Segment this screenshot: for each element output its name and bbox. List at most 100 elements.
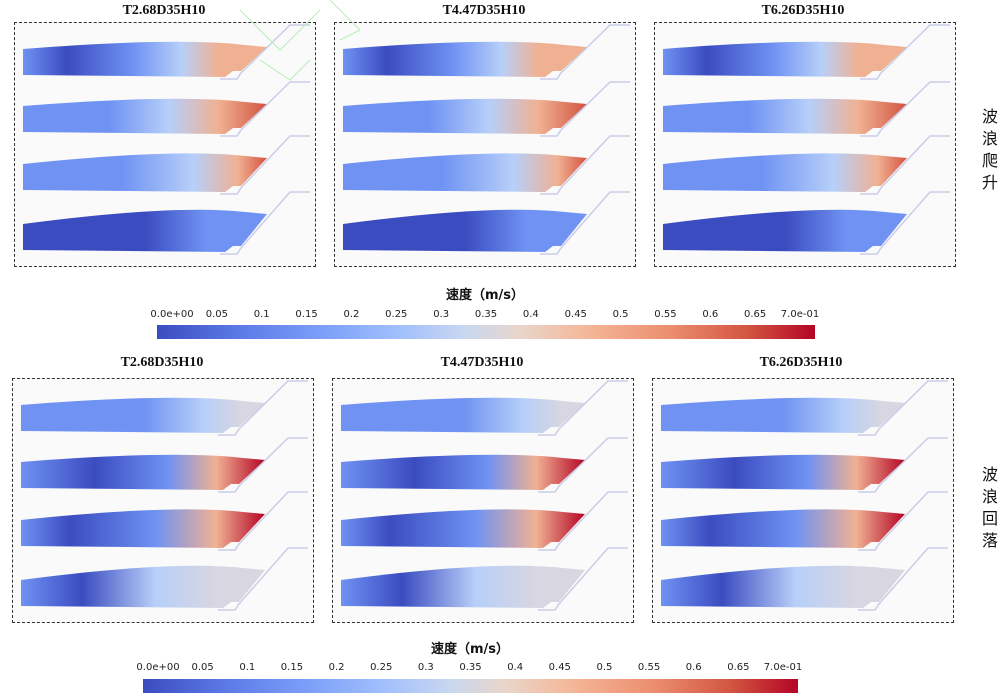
water-profile [23, 209, 267, 252]
colorbar-tick-label: 0.3 [433, 309, 450, 320]
breakwater-outline [860, 24, 950, 80]
colorbar-tick-label: 0.2 [328, 662, 345, 673]
colorbar-tick-label: 0.1 [239, 662, 256, 673]
colorbar-tick-label: 0.15 [280, 662, 304, 673]
breakwater-outline [218, 491, 308, 551]
water-profile [21, 454, 265, 490]
water-profile [663, 41, 907, 77]
colorbar-bottom [143, 679, 798, 693]
breakwater-outline [860, 135, 950, 195]
panel-title-top-3: T6.26D35H10 [761, 3, 845, 18]
water-profile [661, 397, 905, 433]
colorbar-tick-label: 0.05 [191, 662, 214, 673]
breakwater-outline [860, 81, 950, 137]
colorbar-tick-label: 0.5 [612, 309, 629, 320]
velocity-field [343, 24, 630, 255]
velocity-field [21, 380, 308, 611]
water-profile [23, 41, 267, 77]
colorbar-tick-label: 0.1 [253, 309, 270, 320]
colorbar-tick-label: 7.0e-01 [763, 662, 803, 673]
panel-bottom-3 [652, 378, 954, 623]
breakwater-outline [858, 547, 948, 611]
colorbar-title-top: 速度（m/s） [445, 288, 525, 303]
colorbar-tick-label: 0.65 [744, 309, 767, 320]
panel-title-bottom-2: T4.47D35H10 [440, 355, 524, 370]
panel-title-top-1: T2.68D35H10 [122, 3, 206, 18]
breakwater-outline [540, 191, 630, 255]
panel-top-1 [14, 22, 316, 267]
panel-bottom-1 [12, 378, 314, 623]
breakwater-outline [218, 547, 308, 611]
breakwater-outline [858, 437, 948, 493]
breakwater-outline [538, 547, 628, 611]
colorbar-tick-label: 0.65 [727, 662, 750, 673]
water-profile [23, 153, 267, 192]
breakwater-outline [220, 191, 310, 255]
breakwater-outline [538, 437, 628, 493]
water-profile [343, 153, 587, 192]
colorbar-tick-label: 7.0e-01 [780, 309, 820, 320]
water-profile [663, 98, 907, 134]
water-profile [663, 153, 907, 192]
water-profile [663, 209, 907, 252]
colorbar-top [157, 325, 815, 339]
water-profile [23, 98, 267, 134]
panel-title-top-2: T4.47D35H10 [442, 3, 526, 18]
water-profile [341, 397, 585, 433]
colorbar-tick-label: 0.6 [702, 309, 719, 320]
water-profile [341, 454, 585, 490]
colorbar-tick-label: 0.35 [474, 309, 498, 320]
breakwater-outline [860, 191, 950, 255]
breakwater-outline [540, 24, 630, 80]
velocity-field [341, 380, 628, 611]
water-profile [661, 565, 905, 608]
water-profile [341, 565, 585, 608]
breakwater-outline [220, 81, 310, 137]
breakwater-outline [540, 81, 630, 137]
colorbar-tick-label: 0.25 [370, 662, 393, 673]
panel-bottom-2 [332, 378, 634, 623]
water-profile [343, 98, 587, 134]
breakwater-outline [220, 24, 310, 80]
colorbar-tick-label: 0.0e+00 [150, 309, 194, 320]
water-profile [661, 509, 905, 548]
breakwater-outline [218, 380, 308, 436]
colorbar-tick-label: 0.45 [548, 662, 571, 673]
water-profile [21, 397, 265, 433]
breakwater-outline [538, 380, 628, 436]
water-profile [21, 565, 265, 608]
colorbar-tick-label: 0.6 [685, 662, 702, 673]
breakwater-outline [220, 135, 310, 195]
velocity-field [661, 380, 948, 611]
colorbar-tick-label: 0.3 [417, 662, 434, 673]
water-profile [341, 509, 585, 548]
velocity-field [663, 24, 950, 255]
water-profile [661, 454, 905, 490]
colorbar-tick-label: 0.5 [596, 662, 613, 673]
colorbar-tick-label: 0.35 [459, 662, 482, 673]
velocity-field [23, 24, 310, 255]
colorbar-tick-label: 0.4 [522, 309, 539, 320]
colorbar-tick-label: 0.55 [637, 662, 661, 673]
panel-title-bottom-3: T6.26D35H10 [759, 355, 843, 370]
breakwater-outline [858, 380, 948, 436]
colorbar-title-bottom: 速度（m/s） [430, 642, 510, 657]
breakwater-outline [538, 491, 628, 551]
colorbar-tick-label: 0.15 [295, 309, 318, 320]
panel-title-bottom-1: T2.68D35H10 [120, 355, 204, 370]
colorbar-tick-label: 0.45 [564, 309, 587, 320]
colorbar-tick-label: 0.55 [654, 309, 677, 320]
colorbar-tick-label: 0.2 [343, 309, 360, 320]
water-profile [21, 509, 265, 548]
breakwater-outline [858, 491, 948, 551]
overlay-lines [239, 0, 361, 81]
row-label-bottom: 波浪回落 [981, 465, 998, 550]
breakwater-outline [540, 135, 630, 195]
panel-top-3 [654, 22, 956, 267]
colorbar-tick-label: 0.4 [507, 662, 524, 673]
breakwater-outline [218, 437, 308, 493]
colorbar-tick-label: 0.25 [385, 309, 408, 320]
water-profile [343, 41, 587, 77]
colorbar-tick-label: 0.0e+00 [136, 662, 180, 673]
row-label-top: 波浪爬升 [981, 107, 998, 192]
